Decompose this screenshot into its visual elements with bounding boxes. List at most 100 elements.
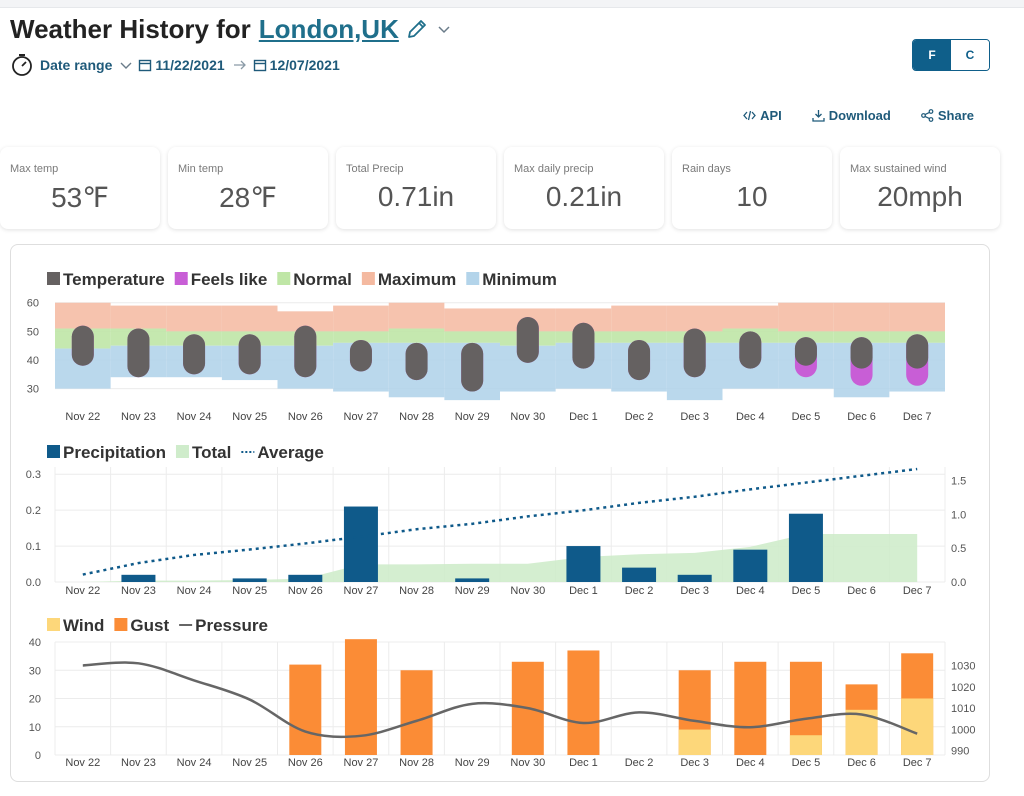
page-title-row: Weather History for London,UK: [10, 12, 451, 46]
stat-value: 28℉: [219, 182, 277, 213]
stat-value: 0.21in: [545, 181, 623, 212]
maximum-band: [833, 302, 890, 332]
location-link[interactable]: London,UK: [258, 13, 399, 44]
x-tick-label: Nov 30: [510, 757, 545, 769]
stat-card-total-precip: Total Precip 0.71in: [336, 147, 496, 229]
stat-label: Min temp: [178, 163, 224, 175]
normal-band: [611, 331, 667, 343]
x-tick-label: Nov 26: [288, 585, 323, 597]
x-tick-label: Dec 3: [680, 757, 709, 769]
arrow-right-icon: [233, 60, 246, 70]
x-tick-label: Nov 29: [455, 411, 490, 423]
temperature-bar: [405, 342, 428, 381]
precipitation-bar: [121, 574, 156, 582]
x-tick-label: Dec 2: [625, 411, 654, 423]
x-tick-label: Dec 7: [903, 757, 932, 769]
normal-band: [444, 331, 500, 343]
action-links: API Download Share: [743, 108, 974, 123]
stat-card-max-wind: Max sustained wind 20mph: [840, 147, 1000, 229]
pencil-icon[interactable]: [405, 17, 429, 41]
stat-value: 20mph: [877, 181, 963, 212]
summary-stats: Max temp 53℉ Min temp 28℉ Total Precip 0…: [0, 147, 1000, 229]
chevron-down-icon[interactable]: [120, 59, 132, 71]
stat-label: Total Precip: [346, 163, 404, 175]
api-link[interactable]: API: [743, 108, 782, 123]
x-tick-label: Nov 25: [232, 411, 267, 423]
calendar-icon: [139, 59, 152, 72]
temperature-bar: [349, 339, 372, 372]
celsius-button[interactable]: C: [951, 40, 989, 70]
x-tick-label: Nov 28: [399, 411, 434, 423]
x-tick-label: Nov 27: [344, 757, 379, 769]
precipitation-bar: [566, 546, 601, 582]
y-tick-label: 0.2: [26, 505, 41, 517]
weather-charts: Temperature Feels like Normal Maximum Minimu…: [26, 270, 976, 769]
start-date-field[interactable]: 11/22/2021: [155, 57, 225, 73]
temperature-bar: [850, 337, 873, 369]
share-link[interactable]: Share: [920, 108, 974, 123]
y-tick-label: 20: [29, 694, 41, 706]
x-tick-label: Nov 23: [121, 757, 156, 769]
maximum-band: [277, 311, 334, 332]
legend-label: Average: [257, 443, 323, 462]
api-label: API: [760, 108, 782, 123]
x-tick-label: Dec 3: [680, 585, 709, 597]
legend-label: Minimum: [482, 270, 557, 289]
calendar-icon: [253, 59, 266, 72]
gust-bar: [734, 661, 767, 755]
temperature-bar: [516, 317, 539, 363]
y-tick-label: 50: [27, 326, 39, 338]
wind-bar: [789, 735, 822, 755]
stat-value: 10: [736, 181, 768, 212]
x-tick-label: Nov 23: [121, 585, 156, 597]
temperature-bar: [739, 331, 762, 369]
y-tick-label: 60: [27, 298, 39, 310]
stopwatch-icon: [12, 54, 32, 76]
maximum-band: [444, 308, 500, 332]
x-tick-label: Nov 28: [399, 757, 434, 769]
gust-bar: [289, 664, 322, 755]
wind-bar: [901, 698, 934, 755]
maximum-band: [555, 308, 612, 332]
x-tick-label: Dec 2: [625, 585, 654, 597]
x-tick-label: Dec 4: [736, 411, 765, 423]
pressure-line: [82, 661, 918, 739]
legend-label: Pressure: [195, 616, 268, 635]
x-tick-label: Dec 3: [680, 411, 709, 423]
temperature-bar: [794, 337, 817, 366]
legend-swatch: [175, 445, 189, 458]
x-tick-label: Dec 5: [792, 757, 821, 769]
normal-band: [388, 328, 445, 343]
normal-band: [333, 331, 389, 343]
fahrenheit-button[interactable]: F: [913, 40, 951, 70]
maximum-band: [55, 302, 111, 329]
stat-label: Max sustained wind: [850, 163, 947, 175]
download-icon: [812, 110, 825, 122]
end-date-field[interactable]: 12/07/2021: [269, 57, 340, 73]
legend-label: Normal: [293, 270, 352, 289]
x-tick-label: Nov 28: [399, 585, 434, 597]
legend-swatch: [47, 445, 60, 458]
temperature-bar: [238, 334, 261, 375]
download-link[interactable]: Download: [812, 108, 891, 123]
maximum-band: [110, 305, 167, 329]
top-bar: [0, 0, 1024, 8]
stat-value: 0.71in: [377, 181, 455, 212]
total-area: [82, 533, 918, 582]
x-tick-label: Nov 24: [177, 411, 212, 423]
charts-panel: Temperature Feels like Normal Maximum Minimu…: [10, 244, 990, 782]
x-tick-label: Dec 6: [847, 411, 876, 423]
gust-bar: [400, 670, 433, 755]
y-tick-label: 0.3: [26, 469, 41, 481]
date-range-dropdown[interactable]: Date range: [40, 57, 113, 73]
chevron-down-icon[interactable]: [437, 22, 451, 36]
stat-label: Max temp: [10, 163, 59, 175]
download-label: Download: [828, 108, 891, 123]
maximum-band: [666, 305, 723, 332]
y2-tick-label: 990: [951, 746, 969, 758]
temperature-bar: [127, 328, 150, 378]
legend-swatch: [47, 618, 60, 631]
x-tick-label: Nov 26: [288, 757, 323, 769]
code-icon: [743, 110, 756, 121]
stat-value: 53℉: [51, 182, 109, 213]
